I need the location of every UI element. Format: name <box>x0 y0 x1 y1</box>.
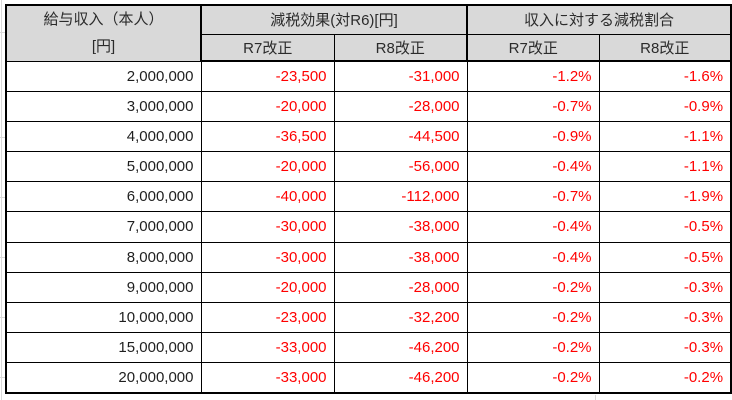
effect-r7-cell: -20,000 <box>200 151 335 183</box>
ratio-r8-cell: -0.2% <box>598 362 732 394</box>
table-row: 5,000,000 -20,000 -56,000 -0.4% -1.1% <box>5 151 732 183</box>
effect-r7-cell: -36,500 <box>200 120 335 153</box>
effect-r8-cell: -46,200 <box>333 332 468 364</box>
table-row: 2,000,000 -23,500 -31,000 -1.2% -1.6% <box>5 60 732 92</box>
ratio-r7-cell: -0.2% <box>466 332 600 364</box>
ratio-r8-cell: -0.3% <box>598 271 732 303</box>
ratio-r7-cell: -0.7% <box>466 181 600 213</box>
income-header-line1: 給与収入（本人） <box>43 11 164 29</box>
effect-r7-cell: -33,000 <box>200 332 335 364</box>
ratio-r7-cell: -0.4% <box>466 241 600 273</box>
effect-r8-cell: -28,000 <box>333 271 468 303</box>
effect-r8-cell: -38,000 <box>333 211 468 243</box>
effect-r7-cell: -23,000 <box>200 301 335 334</box>
table-row: 7,000,000 -30,000 -38,000 -0.4% -0.5% <box>5 211 732 243</box>
header-row-sub: R7改正 R8改正 R7改正 R8改正 <box>6 33 732 62</box>
tax-reduction-table: 給与収入（本人） [円] 減税効果(対R6)[円] 収入に対する減税割合 R7改… <box>5 4 732 394</box>
effect-r8-cell: -31,000 <box>333 60 468 92</box>
effect-r7-cell: -20,000 <box>200 90 335 122</box>
ratio-r8-cell: -0.3% <box>598 332 732 364</box>
income-cell: 15,000,000 <box>5 332 202 364</box>
sheet-gridline <box>0 377 5 378</box>
ratio-r7-header: R7改正 <box>466 33 600 62</box>
reduction-effect-group-header: 減税効果(対R6)[円] <box>199 4 468 35</box>
ratio-r8-cell: -0.3% <box>598 301 732 334</box>
table-row: 3,000,000 -20,000 -28,000 -0.7% -0.9% <box>5 90 732 122</box>
income-cell: 5,000,000 <box>5 151 202 183</box>
effect-r7-cell: -20,000 <box>200 271 335 303</box>
income-cell: 9,000,000 <box>5 271 202 303</box>
effect-r7-cell: -30,000 <box>200 211 335 243</box>
effect-r8-cell: -32,200 <box>333 301 468 334</box>
ratio-r7-cell: -0.2% <box>466 362 600 394</box>
ratio-r8-cell: -0.5% <box>598 241 732 273</box>
income-cell: 10,000,000 <box>5 301 202 334</box>
table-row: 6,000,000 -40,000 -112,000 -0.7% -1.9% <box>5 181 732 213</box>
ratio-r8-cell: -0.5% <box>598 211 732 243</box>
tax-reduction-table-wrap: 給与収入（本人） [円] 減税効果(対R6)[円] 収入に対する減税割合 R7改… <box>5 4 732 394</box>
income-header-cell: 給与収入（本人） [円] <box>5 4 202 62</box>
sheet-gridline <box>0 317 5 318</box>
effect-r8-cell: -28,000 <box>333 90 468 122</box>
sheet-gridline <box>0 32 5 33</box>
reduction-ratio-group-header: 収入に対する減税割合 <box>466 4 732 35</box>
ratio-r8-header: R8改正 <box>598 33 732 62</box>
table-row: 20,000,000 -33,000 -46,200 -0.2% -0.2% <box>5 362 732 394</box>
ratio-r7-cell: -0.2% <box>466 301 600 334</box>
sheet-gridline <box>0 257 5 258</box>
effect-r8-cell: -44,500 <box>333 120 468 153</box>
sheet-gridline <box>0 137 5 138</box>
income-cell: 8,000,000 <box>5 241 202 273</box>
effect-r7-cell: -33,000 <box>200 362 335 394</box>
ratio-r8-cell: -1.6% <box>598 60 732 92</box>
table-row: 4,000,000 -36,500 -44,500 -0.9% -1.1% <box>5 120 732 153</box>
effect-r7-header: R7改正 <box>200 33 335 62</box>
effect-r8-cell: -112,000 <box>333 181 468 213</box>
ratio-r7-cell: -1.2% <box>466 60 600 92</box>
header-row-groups: 給与収入（本人） [円] 減税効果(対R6)[円] 収入に対する減税割合 <box>5 4 732 62</box>
ratio-r7-cell: -0.2% <box>466 271 600 303</box>
ratio-r8-cell: -0.9% <box>598 90 732 122</box>
ratio-r8-cell: -1.1% <box>598 120 732 153</box>
table-row: 10,000,000 -23,000 -32,200 -0.2% -0.3% <box>5 301 732 334</box>
effect-r8-header: R8改正 <box>333 33 468 62</box>
effect-r7-cell: -23,500 <box>200 60 335 92</box>
income-cell: 7,000,000 <box>5 211 202 243</box>
ratio-r8-cell: -1.1% <box>598 151 732 183</box>
sheet-gridline <box>595 395 596 400</box>
income-cell: 20,000,000 <box>5 362 202 394</box>
sheet-gridline <box>0 197 5 198</box>
effect-r7-cell: -30,000 <box>200 241 335 273</box>
ratio-r7-cell: -0.4% <box>466 211 600 243</box>
ratio-r8-cell: -1.9% <box>598 181 732 213</box>
ratio-r7-cell: -0.4% <box>466 151 600 183</box>
effect-r7-cell: -40,000 <box>200 181 335 213</box>
ratio-r7-cell: -0.9% <box>466 120 600 153</box>
income-cell: 2,000,000 <box>5 60 202 92</box>
effect-r8-cell: -56,000 <box>333 151 468 183</box>
ratio-r7-cell: -0.7% <box>466 90 600 122</box>
table-row: 9,000,000 -20,000 -28,000 -0.2% -0.3% <box>5 271 732 303</box>
income-cell: 6,000,000 <box>5 181 202 213</box>
income-header-line2: [円] <box>91 38 116 56</box>
income-cell: 4,000,000 <box>5 120 202 153</box>
effect-r8-cell: -38,000 <box>333 241 468 273</box>
effect-r8-cell: -46,200 <box>333 362 468 394</box>
income-cell: 3,000,000 <box>5 90 202 122</box>
sheet-gridline <box>1 0 2 400</box>
table-row: 15,000,000 -33,000 -46,200 -0.2% -0.3% <box>5 332 732 364</box>
table-row: 8,000,000 -30,000 -38,000 -0.4% -0.5% <box>5 241 732 273</box>
